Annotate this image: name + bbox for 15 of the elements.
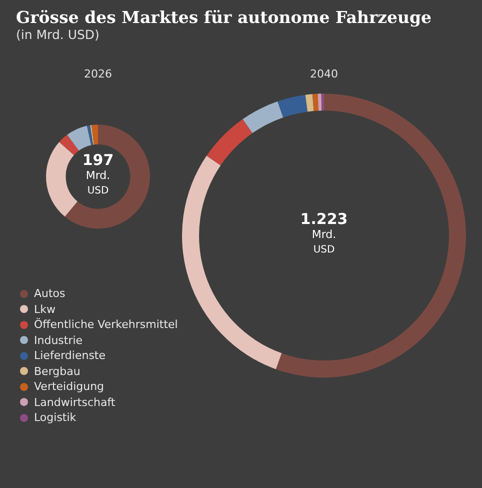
text: Grösse des Marktes für autonome Fahrzeuge bbox=[16, 8, 433, 27]
slice-label: 2040 bbox=[310, 67, 338, 80]
legend-label: Verteidigung bbox=[34, 379, 104, 394]
legend-label: Lieferdienste bbox=[34, 348, 106, 364]
legend-label: Logistik bbox=[34, 410, 76, 426]
text: 197 Mrd. USD bbox=[82, 150, 114, 197]
legend-label: Öffentliche Verkehrsmittel bbox=[34, 317, 178, 332]
text: 1.223 Mrd. USD bbox=[300, 210, 348, 256]
legend-label: Lkw bbox=[34, 302, 56, 317]
legend-label: Autos bbox=[34, 286, 66, 302]
legend-label: Bergbau bbox=[34, 364, 80, 379]
legend-label: Industrie bbox=[34, 332, 83, 348]
legend-label: Landwirtschaft bbox=[34, 394, 116, 410]
slice-label: 2026 bbox=[84, 67, 112, 80]
text: (in Mrd. USD) bbox=[16, 27, 100, 42]
